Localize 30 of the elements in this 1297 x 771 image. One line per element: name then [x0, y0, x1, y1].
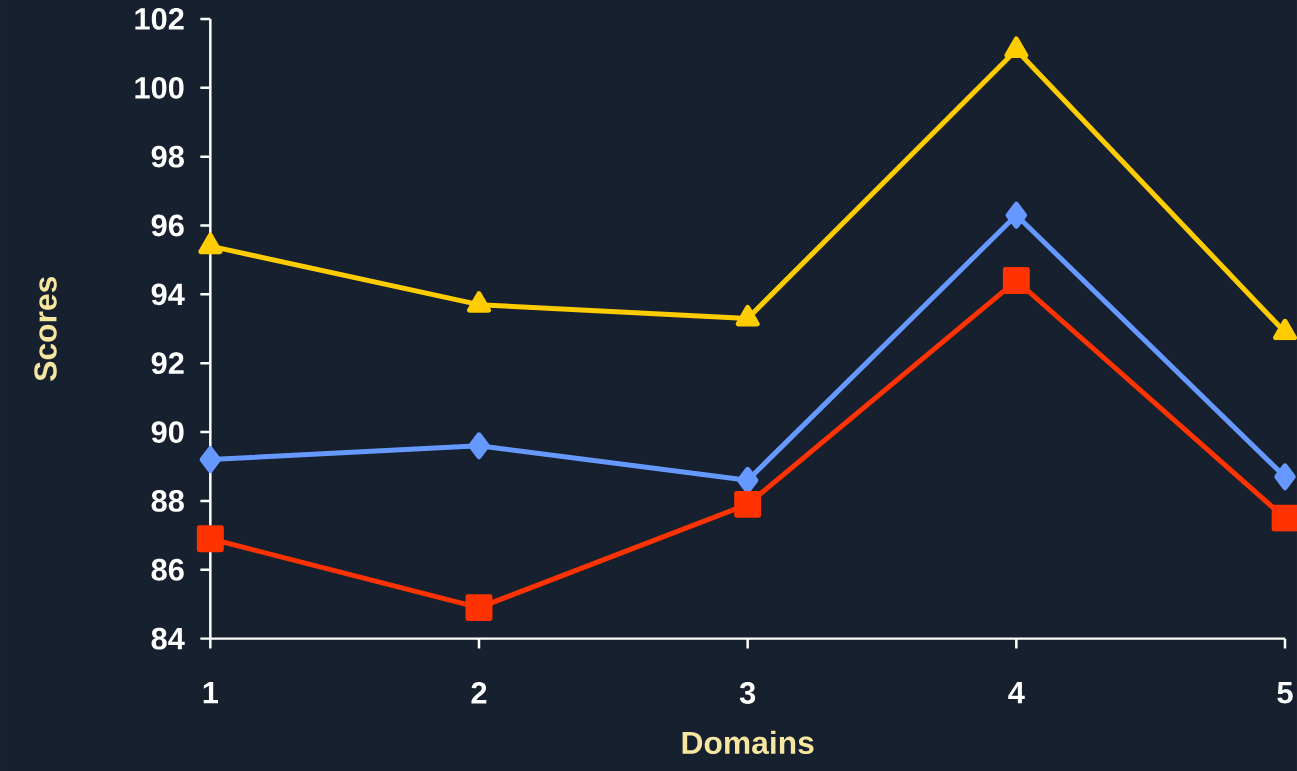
point: [1002, 266, 1030, 294]
point: [1005, 201, 1028, 229]
x-tick-label: 4: [1008, 681, 1025, 704]
y-tick-label: 90: [151, 420, 184, 443]
y-tick-label: 86: [151, 558, 184, 581]
point: [466, 291, 491, 313]
y-tick-label: 94: [151, 283, 185, 306]
y-tick-label: 92: [151, 352, 184, 374]
x-tick-label: 5: [1277, 681, 1293, 704]
x-tick-label: 2: [471, 681, 487, 704]
x-tick-label: 3: [739, 681, 756, 704]
y-tick-label: 98: [151, 145, 184, 168]
point: [465, 594, 493, 621]
x-tick-label: 1: [203, 681, 219, 704]
y-tick-label: 88: [151, 489, 184, 512]
point: [1004, 36, 1029, 58]
y-tick-label: 100: [135, 76, 184, 99]
point: [199, 445, 222, 473]
y-tick-label: 84: [151, 627, 185, 650]
y-axis-title: Scores: [34, 276, 57, 381]
point: [734, 490, 762, 518]
point: [736, 466, 759, 494]
point: [468, 432, 490, 460]
x-axis-title: Domains: [682, 730, 814, 754]
y-tick-label: 102: [135, 7, 184, 30]
point: [196, 525, 224, 553]
y-tick-label: 96: [151, 214, 184, 237]
point: [735, 304, 760, 327]
point: [198, 232, 223, 254]
point: [1274, 463, 1296, 491]
